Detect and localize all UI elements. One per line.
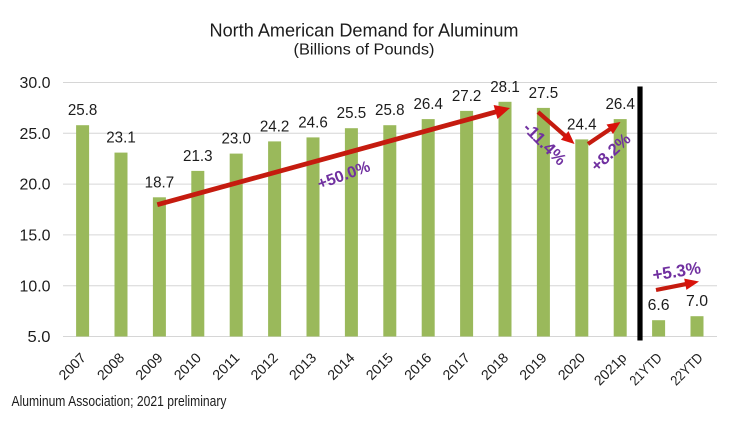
svg-text:24.4: 24.4 [567, 116, 597, 133]
svg-text:27.2: 27.2 [452, 88, 482, 105]
svg-text:24.6: 24.6 [298, 114, 328, 131]
svg-text:18.7: 18.7 [145, 174, 175, 191]
svg-text:15.0: 15.0 [20, 228, 51, 245]
svg-text:Aluminum Association; 2021 pre: Aluminum Association; 2021 preliminary [12, 393, 227, 410]
svg-text:23.0: 23.0 [221, 131, 251, 148]
svg-text:25.0: 25.0 [20, 126, 51, 143]
svg-text:24.2: 24.2 [260, 118, 290, 135]
svg-text:23.1: 23.1 [106, 130, 136, 147]
svg-text:6.6: 6.6 [648, 297, 670, 314]
svg-text:25.8: 25.8 [68, 102, 98, 119]
svg-text:North American Demand for Alum: North American Demand for Aluminum [210, 20, 519, 40]
svg-text:(Billions of Pounds): (Billions of Pounds) [294, 42, 435, 59]
svg-text:26.4: 26.4 [605, 96, 635, 113]
svg-text:20.0: 20.0 [20, 177, 51, 194]
svg-text:26.4: 26.4 [413, 96, 443, 113]
svg-text:27.5: 27.5 [529, 85, 559, 102]
svg-text:28.1: 28.1 [490, 79, 520, 96]
svg-text:21.3: 21.3 [183, 148, 213, 165]
svg-text:30.0: 30.0 [20, 75, 51, 92]
svg-text:5.0: 5.0 [28, 329, 51, 346]
svg-text:25.5: 25.5 [337, 105, 367, 122]
svg-text:25.8: 25.8 [375, 102, 405, 119]
svg-text:10.0: 10.0 [20, 278, 51, 295]
svg-text:7.0: 7.0 [686, 293, 708, 310]
